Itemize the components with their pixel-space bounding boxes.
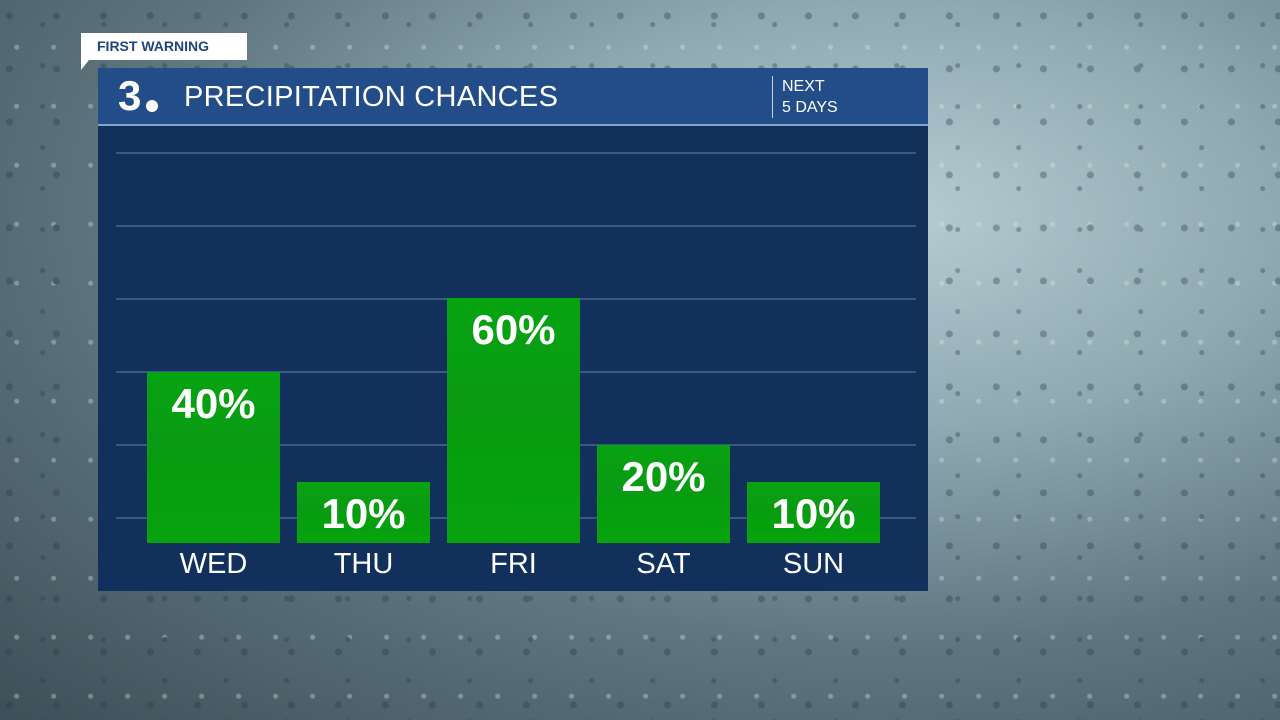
graphic-header: 3 PRECIPITATION CHANCES NEXT 5 DAYS xyxy=(98,68,928,126)
first-warning-badge: FIRST WARNING xyxy=(81,33,247,70)
bar-fri: 60% xyxy=(447,298,580,543)
gridline xyxy=(116,152,916,154)
bar-sun: 10% xyxy=(747,482,880,543)
data-label: 20% xyxy=(621,453,706,501)
period-line-1: NEXT xyxy=(782,78,825,95)
category-label: SAT xyxy=(636,548,691,580)
data-label: 10% xyxy=(321,490,406,538)
data-label: 60% xyxy=(471,306,556,354)
category-label: THU xyxy=(333,548,394,580)
cbs-eye-icon xyxy=(144,98,160,114)
gridline xyxy=(116,225,916,227)
data-label: 40% xyxy=(171,379,256,427)
data-label: 10% xyxy=(771,490,856,538)
period-line-2: 5 DAYS xyxy=(782,99,838,116)
bar-wed: 40% xyxy=(147,371,280,543)
page-title: PRECIPITATION CHANCES xyxy=(184,81,559,113)
bar-thu: 10% xyxy=(297,482,430,543)
category-label: WED xyxy=(179,548,248,580)
category-label: FRI xyxy=(490,548,537,580)
bar-sat: 20% xyxy=(597,445,730,543)
station-logo: 3 xyxy=(118,72,142,119)
period-label: NEXT 5 DAYS xyxy=(772,76,838,118)
category-label: SUN xyxy=(782,548,845,580)
